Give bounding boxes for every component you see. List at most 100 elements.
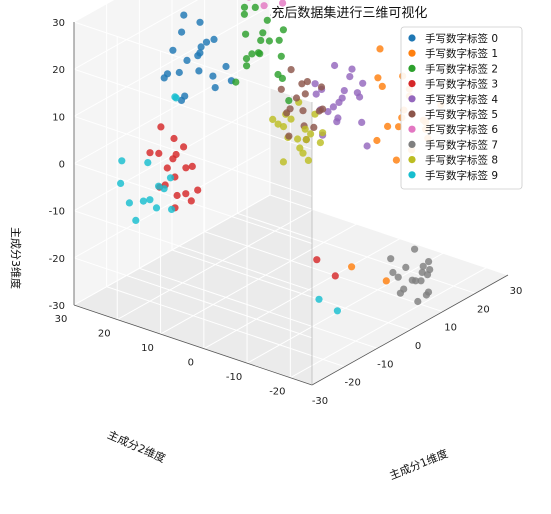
data-point [196,18,204,26]
data-point [144,159,152,167]
data-point [353,89,361,97]
grid-line [73,147,271,259]
data-point [419,262,427,270]
data-point [209,72,217,80]
data-point [178,28,186,36]
legend-marker [408,95,416,103]
data-point [363,142,371,150]
data-point [359,79,367,87]
grid-line [73,194,271,306]
y-tick-label: 20 [98,329,111,340]
data-point [396,289,404,297]
data-point [316,139,324,147]
data-point [182,164,190,172]
data-point [243,62,251,70]
data-point [240,3,249,11]
grid-line [73,210,313,292]
x-axis-label: 主成分1维度 [387,446,450,482]
x-tick-label: 30 [510,286,523,297]
data-point [292,94,301,102]
data-point [348,65,356,73]
z-tick-label: -10 [49,207,65,218]
data-point [183,56,191,64]
data-point [331,272,339,280]
y-tick-label: -20 [269,387,285,398]
data-point [324,108,332,116]
data-point [155,182,163,190]
legend-label: 手写数字标签 4 [425,93,498,106]
data-point [171,93,179,101]
data-point [319,129,327,137]
z-tick-label: -20 [49,254,65,265]
data-point [274,120,282,128]
x-tick-label: -30 [312,396,328,407]
x-tick-label: -20 [344,378,360,389]
grid-line [73,0,115,23]
data-point [417,277,425,285]
data-point [285,97,293,105]
legend: 手写数字标签 0 手写数字标签 1 手写数字标签 2 手写数字标签 3 手写数字标签 4… [400,26,523,190]
grid-lines [73,0,509,386]
data-point [259,29,267,37]
grid-line [203,238,401,350]
data-point [169,46,177,54]
grid-line [73,5,271,117]
grid-line [171,249,411,331]
data-point [331,61,339,70]
grid-line [73,21,313,103]
data-point [210,35,218,44]
data-point [285,132,293,140]
data-point [125,199,133,207]
grid-line [290,267,487,379]
data-point [317,83,326,91]
data-point [340,87,348,95]
data-point [232,78,240,86]
legend-box [400,26,523,190]
axes-lines [73,22,509,386]
data-point [160,74,168,82]
legend-label: 手写数字标签 1 [425,47,498,60]
z-tick-label: -30 [49,301,65,312]
data-point [181,92,189,100]
legend-marker [408,80,416,88]
grid-line [73,0,199,70]
data-point [222,62,230,71]
data-point [425,258,433,266]
data-point [139,197,147,205]
tick-labels: -30 -20 -10 0 10 20 30 -20 -10 0 10 20 30 -30 -20 -10 0 1… [49,18,523,407]
data-point [194,186,202,194]
y-axis-line [73,304,313,386]
data-point [338,94,346,102]
data-point [146,149,154,157]
data-point [302,136,310,144]
grid-line [117,209,314,320]
y-tick-label: 10 [141,343,154,354]
grid-line [106,286,345,368]
grid-line [246,252,444,364]
legend-marker [408,110,416,118]
z-tick-label: 30 [52,18,65,29]
data-point [279,123,288,131]
grid-line [204,231,443,313]
data-point [202,38,211,46]
data-point [188,162,196,170]
data-point [298,80,306,88]
data-point [260,2,268,10]
data-point [146,196,154,204]
data-point [301,90,309,98]
legend-marker [408,64,416,72]
data-point [257,36,265,45]
data-point [424,288,433,296]
data-point [287,115,295,123]
data-point [269,115,277,123]
y-tick-label: 0 [188,358,194,369]
data-point [175,68,183,77]
x-axis-line [311,274,509,386]
data-point [180,11,188,19]
data-point [277,52,285,60]
data-point [301,125,309,133]
data-point [242,30,250,38]
data-point [346,73,354,81]
data-point [382,277,390,285]
